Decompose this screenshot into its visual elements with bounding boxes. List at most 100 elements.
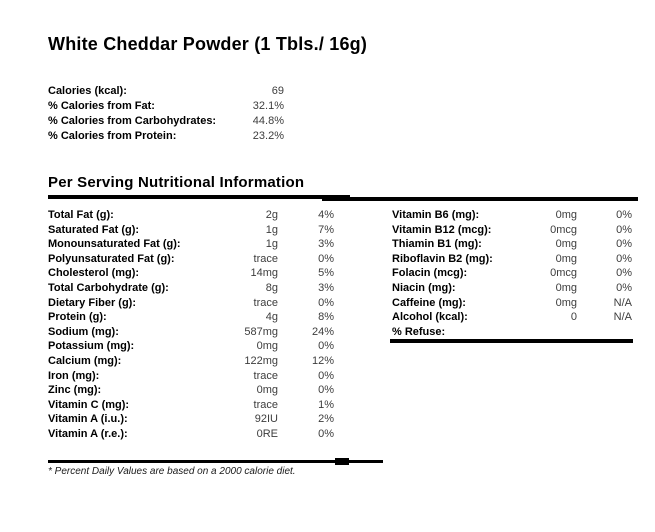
nutrient-label: Total Carbohydrate (g):: [48, 281, 169, 294]
nutrient-row: Alcohol (kcal): 0 N/A: [392, 310, 632, 325]
nutrient-row: Caffeine (mg): 0mg N/A: [392, 296, 632, 311]
daily-value-percent: 0%: [318, 296, 334, 309]
nutrient-row: Total Fat (g): 2g 4%: [48, 208, 334, 223]
nutrient-row: Niacin (mg): 0mg 0%: [392, 281, 632, 296]
nutrient-value: 0mg: [256, 384, 278, 397]
nutrient-label: % Refuse:: [392, 325, 446, 338]
nutrient-value: 0mcg: [550, 223, 577, 236]
nutrient-label: Potassium (mg):: [48, 340, 135, 353]
nutrient-row: Polyunsaturated Fat (g): trace 0%: [48, 252, 334, 267]
page-title: White Cheddar Powder (1 Tbls./ 16g): [48, 34, 368, 54]
nutrient-label: Polyunsaturated Fat (g):: [48, 252, 175, 265]
daily-value-percent: 0%: [318, 340, 334, 353]
nutrient-label: Vitamin B12 (mcg):: [392, 223, 492, 236]
nutrient-value: 0mg: [555, 252, 577, 265]
nutrition-table-right: Vitamin B6 (mg): 0mg 0% Vitamin B12 (mcg): 0…: [392, 208, 632, 339]
nutrient-row: Calcium (mg): 122mg 12%: [48, 354, 334, 369]
nutrient-row: Sodium (mg): 587mg 24%: [48, 325, 334, 340]
nutrient-row: Potassium (mg): 0mg 0%: [48, 339, 334, 354]
nutrient-value: 0mg: [555, 296, 577, 309]
daily-value-percent: 0%: [616, 252, 632, 265]
nutrient-label: Caffeine (mg):: [392, 296, 466, 309]
nutrient-value: trace: [253, 369, 278, 382]
nutrient-row: Monounsaturated Fat (g): 1g 3%: [48, 237, 334, 252]
nutrient-row: Saturated Fat (g): 1g 7%: [48, 223, 334, 238]
nutrient-label: Vitamin C (mg):: [48, 398, 130, 411]
nutrient-value: 14mg: [250, 267, 278, 280]
daily-value-percent: 0%: [318, 252, 334, 265]
daily-value-percent: 0%: [318, 369, 334, 382]
daily-value-percent: 3%: [318, 238, 334, 251]
nutrient-label: Protein (g):: [48, 311, 107, 324]
nutrient-label: Iron (mg):: [48, 369, 100, 382]
nutrient-label: Alcohol (kcal):: [392, 311, 468, 324]
nutrient-label: Monounsaturated Fat (g):: [48, 238, 181, 251]
nutrient-row: Vitamin B6 (mg): 0mg 0%: [392, 208, 632, 223]
nutrient-row: Vitamin B12 (mcg): 0mcg 0%: [392, 223, 632, 238]
nutrient-row: Total Carbohydrate (g): 8g 3%: [48, 281, 334, 296]
nutrient-value: 2g: [265, 209, 278, 221]
nutrient-row: Calories (kcal): 69: [48, 84, 284, 99]
nutrient-label: Vitamin B6 (mg):: [392, 209, 480, 221]
daily-value-percent: N/A: [613, 296, 632, 309]
daily-value-percent: 5%: [318, 267, 334, 280]
nutrient-row: % Refuse:: [392, 325, 632, 340]
nutrient-value: 0mg: [555, 209, 577, 221]
nutrient-row: Vitamin A (r.e.): 0RE 0%: [48, 427, 334, 442]
daily-value-percent: 24%: [311, 325, 334, 338]
divider-bottom-joint: [335, 458, 349, 465]
nutrient-label: Calories (kcal):: [48, 85, 127, 97]
daily-value-percent: 0%: [616, 223, 632, 236]
nutrient-value: 69: [271, 85, 284, 97]
nutrient-row: Vitamin C (mg): trace 1%: [48, 398, 334, 413]
nutrient-label: Vitamin A (r.e.):: [48, 427, 128, 440]
daily-value-percent: 0%: [616, 238, 632, 251]
nutrient-label: % Calories from Carbohydrates:: [48, 115, 217, 127]
nutrient-value: 1g: [265, 223, 278, 236]
nutrient-label: Total Fat (g):: [48, 209, 114, 221]
nutrition-table-left: Total Fat (g): 2g 4% Saturated Fat (g): 1g 7%…: [48, 208, 334, 442]
nutrient-value: 0mg: [555, 281, 577, 294]
divider-bottom-right-segment: [390, 339, 633, 343]
daily-value-percent: 0%: [318, 384, 334, 397]
nutrient-label: % Calories from Fat:: [48, 100, 155, 112]
section-header: Per Serving Nutritional Information: [48, 174, 305, 191]
nutrient-value: trace: [253, 398, 278, 411]
nutrient-value: 92IU: [254, 413, 278, 426]
daily-value-percent: 7%: [318, 223, 334, 236]
nutrient-label: Calcium (mg):: [48, 354, 122, 367]
divider-bottom-left-segment: [48, 460, 383, 463]
daily-value-percent: [577, 325, 632, 340]
daily-value-percent: 8%: [318, 311, 334, 324]
nutrient-row: % Calories from Fat: 32.1%: [48, 99, 284, 114]
nutrient-row: Iron (mg): trace 0%: [48, 369, 334, 384]
nutrient-label: Cholesterol (mg):: [48, 267, 140, 280]
nutrient-value: 0mcg: [550, 267, 577, 280]
daily-value-percent: 3%: [318, 281, 334, 294]
footnote: * Percent Daily Values are based on a 20…: [48, 466, 296, 477]
nutrient-row: Cholesterol (mg): 14mg 5%: [48, 266, 334, 281]
nutrient-row: % Calories from Carbohydrates: 44.8%: [48, 114, 284, 129]
nutrient-value: 23.2%: [252, 130, 284, 142]
nutrient-row: Protein (g): 4g 8%: [48, 310, 334, 325]
nutrient-row: Folacin (mcg): 0mcg 0%: [392, 266, 632, 281]
nutrient-value: 1g: [265, 238, 278, 251]
nutrient-row: Vitamin A (i.u.): 92IU 2%: [48, 412, 334, 427]
nutrient-row: Dietary Fiber (g): trace 0%: [48, 296, 334, 311]
divider-top-left-segment: [48, 195, 350, 199]
daily-value-percent: N/A: [613, 311, 632, 324]
nutrient-label: Thiamin B1 (mg):: [392, 238, 482, 251]
nutrient-label: Sodium (mg):: [48, 325, 119, 338]
nutrient-label: Niacin (mg):: [392, 281, 456, 294]
nutrient-row: % Calories from Protein: 23.2%: [48, 129, 284, 144]
nutrient-value: 0: [570, 311, 577, 324]
daily-value-percent: 4%: [318, 209, 334, 221]
daily-value-percent: 0%: [616, 209, 632, 221]
nutrient-label: % Calories from Protein:: [48, 130, 177, 142]
nutrient-label: Vitamin A (i.u.):: [48, 413, 128, 426]
daily-value-percent: 0%: [318, 427, 334, 440]
nutrient-row: Riboflavin B2 (mg): 0mg 0%: [392, 252, 632, 267]
nutrient-value: [537, 325, 577, 340]
daily-value-percent: 1%: [318, 398, 334, 411]
